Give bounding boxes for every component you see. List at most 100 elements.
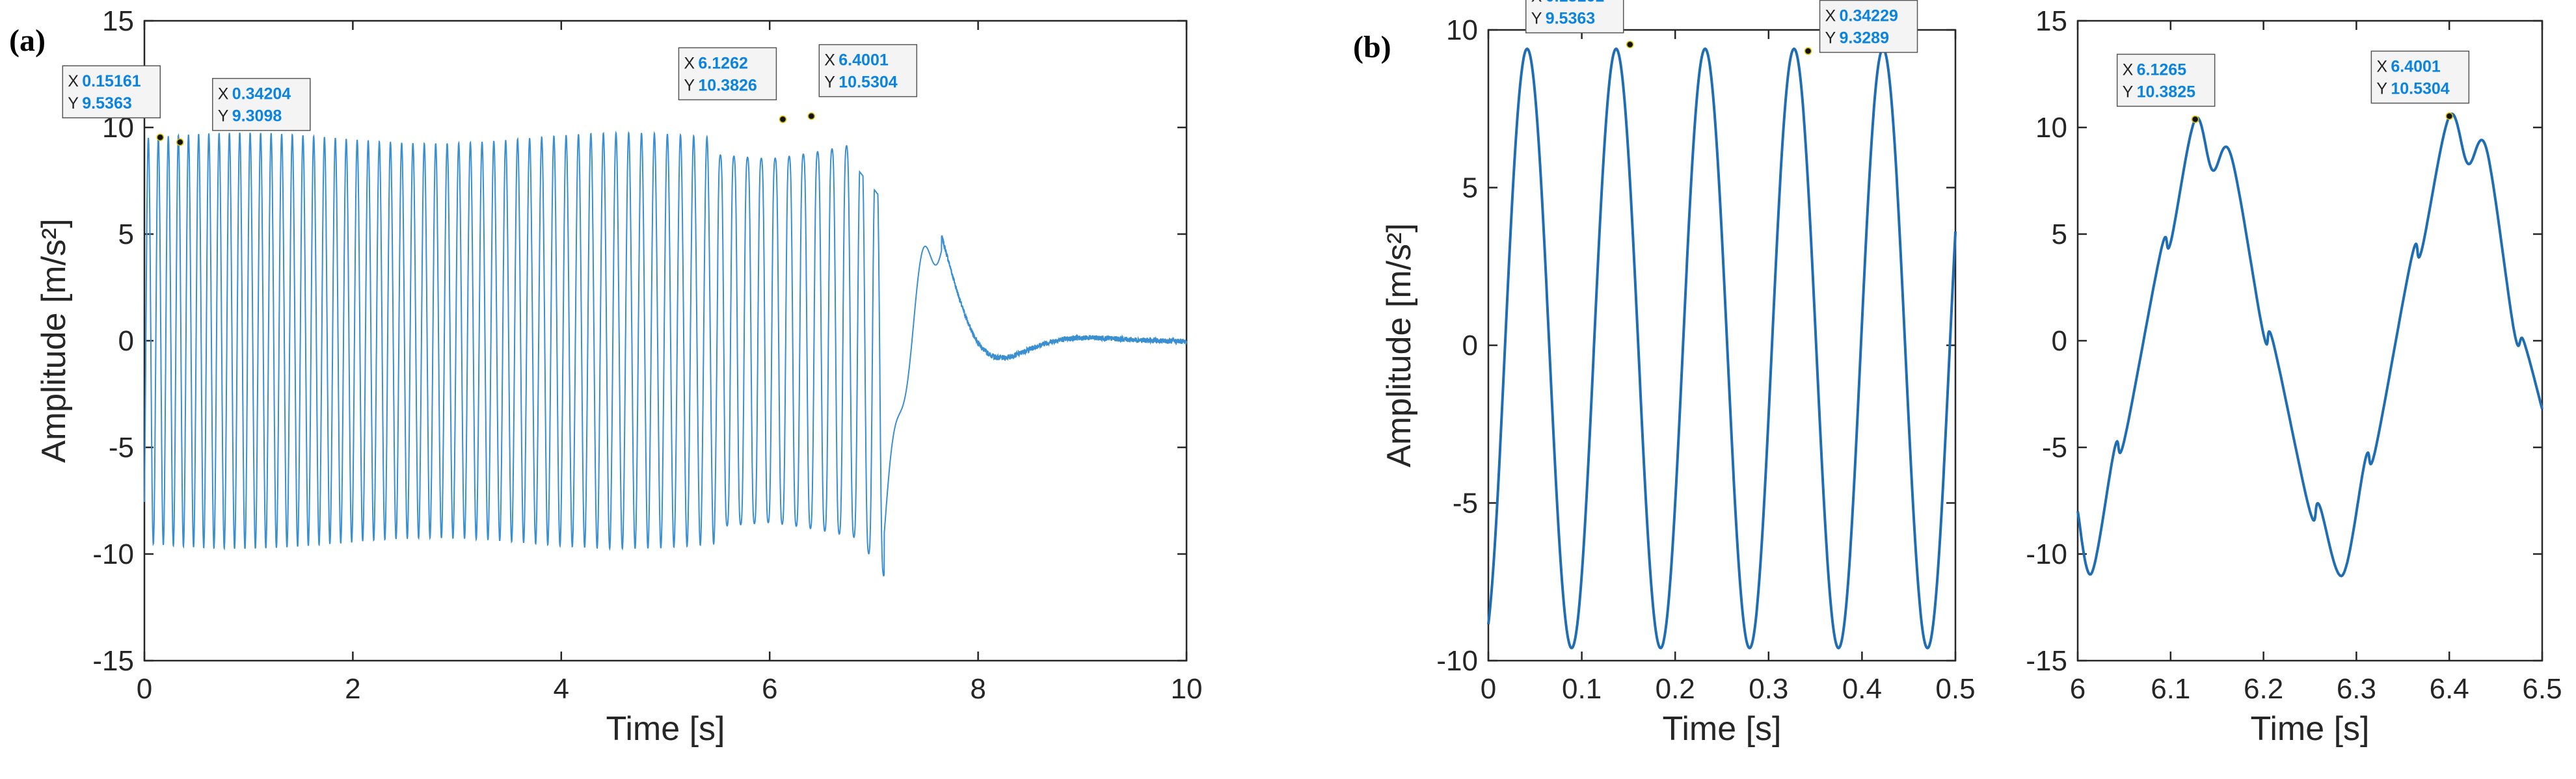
- datatip-y-key: Y: [68, 94, 79, 112]
- chart-a-axes-box: [143, 20, 1188, 662]
- datatip-x-value: 6.1265: [2137, 60, 2187, 79]
- datatip-marker[interactable]: [1626, 40, 1634, 49]
- datatip-y-value: 9.5363: [82, 94, 131, 112]
- chart-a-ytick-label: 15: [102, 5, 134, 37]
- chart-b2-series-line: [2076, 112, 2543, 577]
- datatip-x-key: X: [684, 54, 695, 72]
- chart-b1-xtick-label: 0.5: [1935, 673, 1975, 705]
- datatip-x-key: X: [218, 85, 229, 103]
- datatip-y-value: 10.3825: [2137, 83, 2195, 101]
- chart-b2-ytick-label: -10: [2026, 538, 2067, 570]
- chart-b2-xtick-label: 6.4: [2430, 673, 2469, 705]
- chart-b2-ytick-label: 15: [2035, 5, 2067, 37]
- chart-b1-xtick-label: 0: [1481, 673, 1496, 705]
- datatip-x-key: X: [68, 72, 79, 90]
- chart-b2-axes-box: [2076, 20, 2543, 662]
- datatip-box: [1525, 0, 1624, 34]
- chart-b1-ytick-label: 5: [1462, 172, 1478, 204]
- datatip-y-key: Y: [1825, 29, 1836, 47]
- chart-a-xtick-label: 8: [970, 673, 986, 705]
- datatip-marker[interactable]: [2191, 115, 2199, 124]
- datatip-marker[interactable]: [1804, 47, 1812, 55]
- datatip-x-key: X: [2376, 58, 2387, 76]
- datatip-x-key: X: [824, 51, 835, 70]
- datatip-box: [212, 77, 311, 131]
- datatip-marker[interactable]: [779, 115, 787, 124]
- datatip-y-value: 9.3289: [1840, 29, 1889, 47]
- chart-b2-ytick-label: 0: [2052, 325, 2067, 357]
- datatip-x-value: 0.15161: [82, 72, 141, 90]
- chart-a-xtick-label: 4: [554, 673, 569, 705]
- chart-b1-series-line: [1487, 47, 1957, 650]
- chart-b1-ticks: 0 0.1 0.2 0.3 0.4 0.5 -10 -5 0 5 10: [1436, 14, 1975, 705]
- panel-label-a: (a): [9, 23, 46, 58]
- datatip-y-key: Y: [824, 73, 835, 92]
- datatip-y-value: 10.5304: [839, 73, 897, 92]
- chart-a-ytick-label: 5: [118, 218, 134, 250]
- datatip-x-value: 0.34204: [232, 85, 291, 103]
- chart-b2-ytick-label: 10: [2035, 112, 2067, 144]
- datatip-marker[interactable]: [807, 112, 816, 120]
- chart-b1-xtick-label: 0.3: [1749, 673, 1788, 705]
- chart-a-xtick-label: 6: [762, 673, 777, 705]
- chart-a-ytick-label: -5: [109, 432, 134, 464]
- chart-a-xlabel: Time [s]: [606, 710, 725, 748]
- chart-b2-ytick-label: 5: [2052, 218, 2067, 250]
- datatip-x-value: 6.4001: [2391, 58, 2441, 76]
- datatip-marker[interactable]: [176, 138, 184, 146]
- datatip-x-value: 0.15161: [1546, 0, 1604, 5]
- datatip-box: [2116, 53, 2216, 107]
- datatip-y-key: Y: [1531, 9, 1542, 27]
- chart-b2-xtick-label: 6.3: [2337, 673, 2376, 705]
- chart-b2-xtick-label: 6.5: [2522, 673, 2562, 705]
- chart-b1-ytick-label: -10: [1436, 645, 1478, 677]
- chart-b1-ytick-label: 10: [1446, 14, 1478, 46]
- panel-label-b: (b): [1353, 30, 1391, 64]
- datatip-box: [1819, 0, 1918, 53]
- chart-b1-ytick-label: 0: [1462, 330, 1478, 362]
- chart-b1-ylabel: Amplitude [m/s²]: [1380, 223, 1418, 468]
- datatip-box: [678, 47, 777, 101]
- chart-b2-ytick-label: -5: [2042, 432, 2067, 464]
- datatip-marker[interactable]: [2445, 112, 2454, 120]
- chart-b1-xtick-label: 0.2: [1656, 673, 1695, 705]
- chart-a-ylabel: Amplitude [m/s²]: [35, 218, 73, 463]
- chart-a-xtick-label: 10: [1171, 673, 1203, 705]
- datatip-x-key: X: [1825, 7, 1836, 25]
- chart-b1-xtick-label: 0.4: [1842, 673, 1882, 705]
- datatip-x-value: 0.34229: [1840, 7, 1898, 25]
- chart-a-ytick-label: 0: [118, 325, 134, 357]
- datatip-y-key: Y: [2123, 83, 2134, 101]
- datatip-y-value: 10.3826: [698, 76, 757, 94]
- chart-b2-xlabel: Time [s]: [2251, 710, 2370, 748]
- datatip-y-value: 9.3098: [232, 107, 282, 125]
- chart-b1-xtick-label: 0.1: [1562, 673, 1602, 705]
- chart-a-xtick-label: 2: [345, 673, 360, 705]
- chart-a-ytick-label: -10: [92, 538, 134, 570]
- datatip-box: [62, 65, 161, 118]
- datatip-y-value: 10.5304: [2391, 80, 2449, 98]
- datatip-y-key: Y: [684, 76, 695, 94]
- datatip-x-value: 6.1262: [698, 54, 747, 72]
- datatip-x-value: 6.4001: [839, 51, 889, 70]
- chart-b2-ticks: 6 6.1 6.2 6.3 6.4 6.5 -15 -10 -5 0 5 10 15: [2026, 5, 2562, 705]
- chart-b1-axes-box: [1487, 29, 1957, 662]
- chart-a-series-line: [144, 130, 1187, 577]
- datatip-marker[interactable]: [156, 133, 165, 141]
- datatip-x-key: X: [1531, 0, 1542, 5]
- datatip-box: [818, 44, 918, 98]
